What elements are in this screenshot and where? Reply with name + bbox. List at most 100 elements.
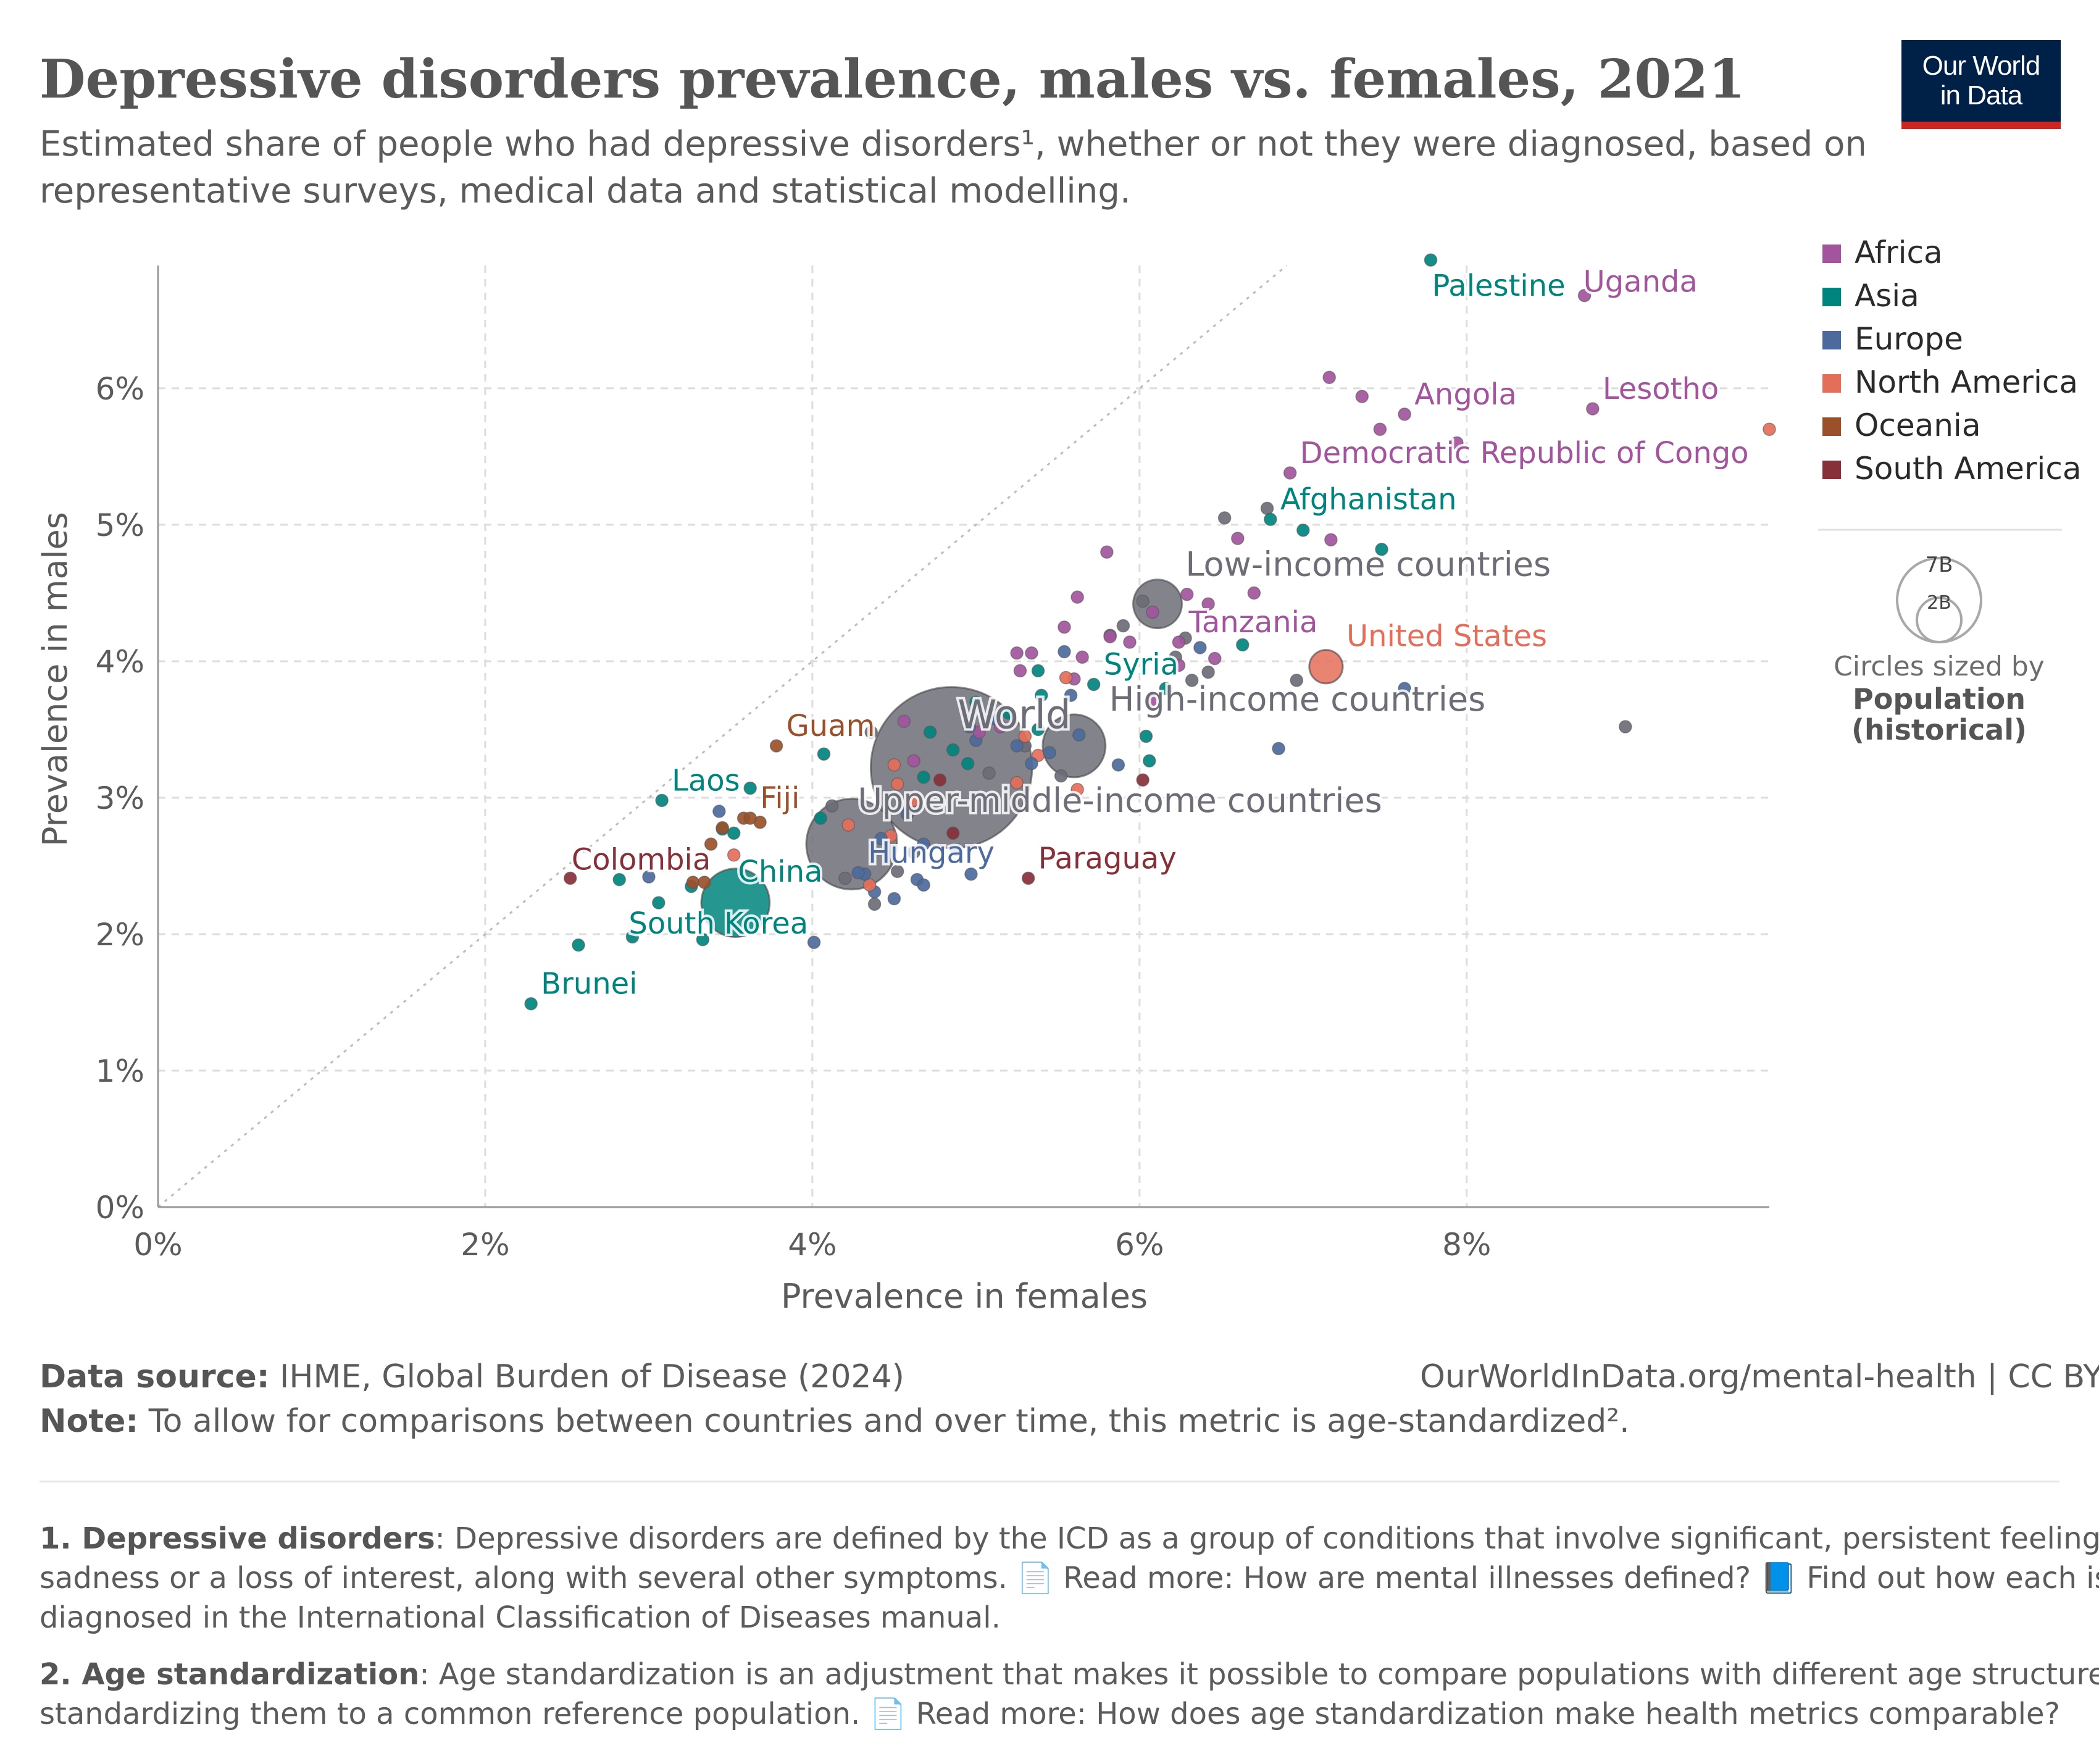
- data-point: [1763, 422, 1776, 436]
- x-tick-label: 2%: [461, 1227, 509, 1263]
- point-label-palestine: Palestine: [1432, 269, 1566, 303]
- data-point-democratic-republic-of-congo: [1283, 466, 1297, 480]
- data-point-aggregate: [864, 725, 878, 739]
- data-point: [946, 826, 960, 840]
- data-point: [933, 773, 947, 787]
- point-label-angola: Angola: [1414, 377, 1517, 412]
- legend-label: Oceania: [1855, 408, 1980, 443]
- data-point: [686, 876, 700, 889]
- data-point-hungary: [851, 866, 865, 880]
- data-point-aggregate: [1260, 501, 1274, 516]
- data-point: [572, 938, 585, 952]
- point-label-united-states: United States: [1346, 619, 1547, 654]
- data-point-laos: [655, 793, 669, 808]
- y-axis-title: Prevalence in males: [36, 512, 75, 846]
- data-point: [1146, 605, 1159, 619]
- point-label-colombia: Colombia: [572, 842, 711, 877]
- legend-label: Asia: [1855, 278, 1919, 314]
- point-labels-layer: Palestine Uganda Angola Lesotho Democratic R…: [538, 262, 1751, 1004]
- data-point: [1058, 645, 1071, 659]
- footnote-1-line-2[interactable]: sadness or a loss of interest, along wit…: [40, 1561, 2099, 1595]
- data-point-afghanistan: [1264, 512, 1277, 526]
- data-source: Data source: IHME, Global Burden of Dise…: [40, 1358, 904, 1395]
- data-point: [1247, 586, 1261, 600]
- data-source-text: IHME, Global Burden of Disease (2024): [269, 1358, 904, 1395]
- data-point-aggregate: [1054, 769, 1068, 783]
- legend-swatch: [1822, 461, 1841, 479]
- source-url[interactable]: OurWorldInData.org/mental-health | CC BY: [1420, 1358, 2099, 1395]
- data-point-tanzania: [1172, 635, 1186, 649]
- data-point: [887, 758, 901, 772]
- point-label-brunei: Brunei: [541, 967, 637, 1001]
- data-point-china: [700, 867, 771, 938]
- size-legend-title-3: (historical): [1851, 713, 2027, 746]
- data-point: [1013, 664, 1027, 678]
- data-point: [890, 777, 904, 791]
- data-point: [1322, 370, 1336, 384]
- data-point: [1002, 706, 1016, 720]
- legend-swatch: [1822, 331, 1841, 349]
- data-point: [652, 896, 666, 909]
- data-point-aggregate: [867, 897, 882, 911]
- data-point: [1123, 635, 1137, 649]
- data-point: [1231, 532, 1245, 545]
- data-point: [1355, 390, 1369, 403]
- legend-swatch: [1822, 288, 1841, 306]
- point-label-lesotho: Lesotho: [1603, 372, 1719, 406]
- data-point-aggregate: [1136, 594, 1150, 608]
- data-point-high-income-countries: [1041, 713, 1107, 779]
- data-point-low-income-countries: [1132, 579, 1183, 630]
- data-point: [642, 870, 656, 884]
- footnote-2-line-2[interactable]: standardizing them to a common reference…: [40, 1697, 2060, 1731]
- data-point: [900, 807, 914, 821]
- data-point: [1103, 630, 1117, 643]
- data-point: [907, 754, 920, 768]
- data-point: [1324, 533, 1338, 546]
- x-tick-label: 0%: [133, 1227, 182, 1263]
- data-point: [807, 935, 821, 949]
- data-point-aggregate: [1185, 674, 1199, 687]
- x-tick-label: 8%: [1442, 1227, 1491, 1263]
- note-text: To allow for comparisons between countri…: [138, 1403, 1630, 1440]
- data-point-aggregate: [838, 871, 852, 885]
- source-url-text[interactable]: OurWorldInData.org/mental-health | CC BY: [1420, 1358, 2099, 1395]
- data-point: [1398, 682, 1411, 695]
- data-point: [1450, 436, 1464, 450]
- data-point: [1070, 590, 1084, 604]
- point-label-south-korea: South Korea: [628, 906, 808, 941]
- data-point: [887, 892, 901, 906]
- data-point: [1064, 688, 1078, 702]
- data-point: [1208, 651, 1222, 666]
- note: Note: To allow for comparisons between c…: [40, 1403, 1630, 1440]
- data-point-aggregate: [1116, 619, 1130, 633]
- data-point: [1072, 728, 1086, 742]
- y-tick-label: 3%: [96, 780, 144, 816]
- data-point: [1193, 641, 1207, 654]
- chart-title: Depressive disorders prevalence, males v…: [40, 48, 1745, 111]
- data-point: [862, 878, 877, 892]
- data-point: [817, 747, 831, 761]
- data-point: [1236, 638, 1250, 652]
- data-point: [1010, 739, 1024, 753]
- data-point: [712, 805, 726, 818]
- scatter-chart: 0% 1% 2% 3% 4% 5% 6% 0% 2% 4% 6% 8% Palestine Uganda…: [36, 235, 2081, 1316]
- data-point-upper-middle-income-countries: [805, 798, 898, 891]
- diagonal-reference-line: [157, 264, 1288, 1208]
- data-point: [985, 712, 999, 725]
- x-tick-label: 6%: [1115, 1227, 1164, 1263]
- data-point: [1142, 754, 1156, 768]
- owid-logo[interactable]: Our World in Data: [1901, 40, 2061, 129]
- footer-divider: [40, 1481, 2059, 1482]
- data-point: [962, 720, 977, 734]
- legend-label: Europe: [1855, 321, 1963, 357]
- point-label-hungary: Hungary: [868, 836, 995, 871]
- footnote-2-label: 2. Age standardization: [40, 1657, 420, 1692]
- footnote-2-line-1: : Age standardization is an adjustment t…: [419, 1657, 2099, 1692]
- data-point: [1010, 775, 1024, 790]
- data-point: [1296, 524, 1310, 537]
- data-point: [1180, 587, 1194, 601]
- data-point-angola: [1398, 408, 1411, 421]
- points-layer: [524, 253, 1776, 1011]
- data-point: [917, 771, 930, 784]
- point-label-laos: Laos: [672, 763, 740, 798]
